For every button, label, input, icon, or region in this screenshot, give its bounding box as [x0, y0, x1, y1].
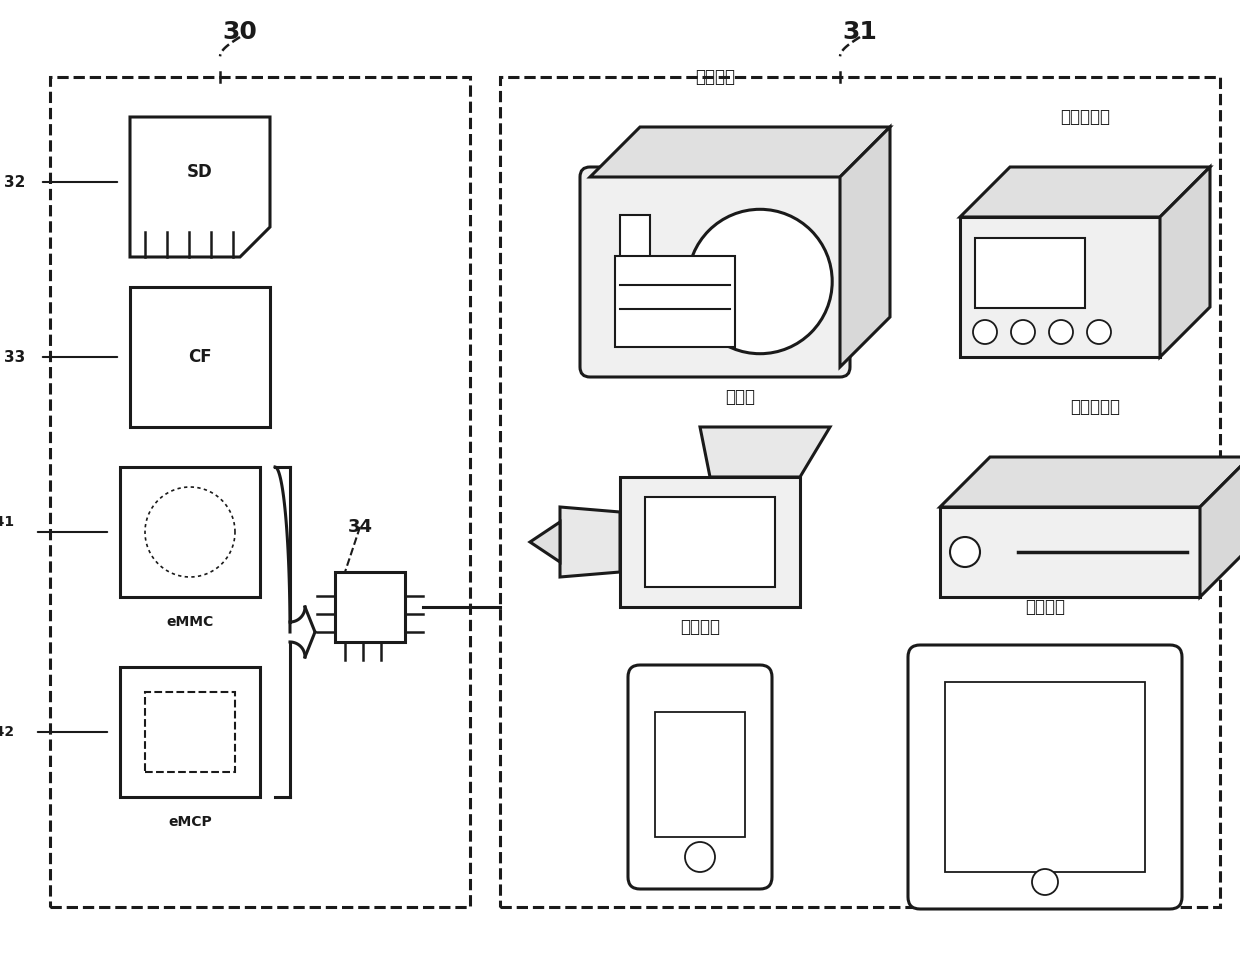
Text: 摄影机: 摄影机: [725, 388, 755, 406]
Bar: [645, 497, 775, 587]
Bar: [145, 692, 236, 772]
Text: CF: CF: [188, 348, 212, 366]
Circle shape: [1032, 869, 1058, 895]
Polygon shape: [940, 457, 1240, 507]
Bar: [50, 77, 470, 907]
Text: 32: 32: [4, 175, 26, 190]
Bar: [130, 287, 270, 427]
Text: 音频播放器: 音频播放器: [1060, 108, 1110, 126]
Text: 33: 33: [5, 350, 26, 364]
Polygon shape: [130, 117, 270, 257]
Bar: [615, 256, 735, 347]
Circle shape: [973, 320, 997, 344]
Text: 数码相机: 数码相机: [694, 68, 735, 86]
Text: 31: 31: [842, 20, 878, 44]
Bar: [120, 467, 260, 597]
Circle shape: [688, 209, 832, 354]
Bar: [620, 215, 650, 257]
Bar: [975, 238, 1085, 308]
Bar: [120, 667, 260, 797]
Polygon shape: [960, 167, 1210, 217]
Text: eMMC: eMMC: [166, 615, 213, 629]
Polygon shape: [590, 127, 890, 177]
Text: 342: 342: [0, 725, 15, 739]
Bar: [655, 712, 745, 837]
Bar: [940, 507, 1200, 597]
FancyBboxPatch shape: [580, 167, 849, 377]
Polygon shape: [560, 507, 620, 577]
Text: 平板电脑: 平板电脑: [1025, 598, 1065, 616]
Text: eMCP: eMCP: [169, 815, 212, 829]
Bar: [500, 77, 1220, 907]
Circle shape: [1049, 320, 1073, 344]
Text: 34: 34: [347, 518, 372, 536]
Bar: [960, 217, 1159, 357]
Bar: [945, 682, 1145, 872]
Text: 视频播放器: 视频播放器: [1070, 398, 1120, 416]
Text: SD: SD: [187, 163, 213, 181]
Circle shape: [1087, 320, 1111, 344]
Polygon shape: [529, 522, 560, 562]
Text: 341: 341: [0, 515, 15, 529]
Polygon shape: [839, 127, 890, 367]
Polygon shape: [701, 427, 830, 477]
Circle shape: [684, 842, 715, 872]
Bar: [620, 477, 800, 607]
Text: 通讯装置: 通讯装置: [680, 618, 720, 636]
Circle shape: [1011, 320, 1035, 344]
Circle shape: [950, 537, 980, 567]
Bar: [335, 572, 405, 642]
Text: 30: 30: [222, 20, 258, 44]
Polygon shape: [1159, 167, 1210, 357]
FancyBboxPatch shape: [627, 665, 773, 889]
FancyBboxPatch shape: [908, 645, 1182, 909]
Polygon shape: [1200, 457, 1240, 597]
